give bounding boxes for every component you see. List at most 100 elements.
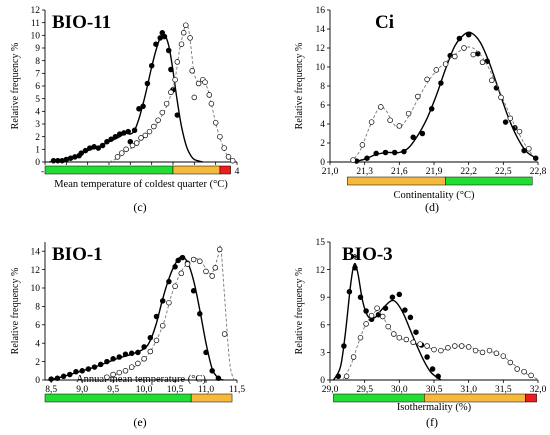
panel-label: (c) <box>133 200 146 214</box>
filled-data-point <box>141 344 147 350</box>
panel-c: 0123456789101112-5-4-3-2-101234Relative … <box>10 6 240 214</box>
filled-data-point <box>78 150 85 156</box>
panel-f: 0 3 6 9 12 15 29,0 29,5 30,0 30,5 31,0 31,5 32,0 Rela… <box>294 238 547 429</box>
open-data-point <box>159 109 166 116</box>
filled-data-point <box>197 311 203 317</box>
panel-title: BIO-1 <box>52 244 103 265</box>
filled-data-point <box>73 368 79 375</box>
x-tick-label: 10,5 <box>167 385 184 395</box>
filled-data-point <box>91 364 98 370</box>
filled-data-point <box>532 155 539 161</box>
filled-data-point <box>99 142 106 149</box>
open-data-point <box>206 92 213 98</box>
open-data-point <box>138 135 144 141</box>
filled-data-point <box>153 41 159 47</box>
x-tick-label: 32,0 <box>530 385 547 395</box>
open-data-point <box>123 146 129 153</box>
y-tick-label: 8 <box>35 303 40 313</box>
open-data-point <box>151 123 157 130</box>
open-data-point <box>189 68 195 74</box>
panel-title: Ci <box>375 12 394 33</box>
open-data-point <box>507 359 514 366</box>
open-data-point <box>208 100 215 107</box>
open-data-point <box>110 371 116 378</box>
panel-e: 0 2 4 6 8 10 12 14 8,5 9,0 9,5 10,0 10,5 11,0 11,5 Rela… <box>10 242 245 429</box>
open-data-point <box>163 100 170 107</box>
filled-data-point <box>335 373 342 380</box>
open-data-point <box>119 150 125 156</box>
y-tick-label: 9 <box>320 293 325 303</box>
filled-data-point <box>110 356 116 362</box>
filled-data-point <box>435 373 441 380</box>
y-tick-label: 7 <box>35 70 40 80</box>
open-data-point <box>216 246 223 253</box>
open-data-point <box>114 154 121 160</box>
y-tick-label: 2 <box>35 133 40 143</box>
y-axis-label: Relative frequency % <box>294 268 305 355</box>
open-data-point <box>493 350 500 357</box>
open-data-point <box>202 79 208 85</box>
open-data-point <box>172 283 178 289</box>
dashed-curve <box>342 310 539 381</box>
y-tick-label: 14 <box>316 25 326 35</box>
open-data-point <box>405 110 412 117</box>
open-data-point <box>359 142 366 148</box>
open-data-point <box>128 364 135 370</box>
filled-data-point <box>401 148 407 155</box>
open-data-point <box>396 334 403 341</box>
open-data-point <box>212 119 219 126</box>
y-tick-label: 14 <box>31 247 41 257</box>
filled-data-point <box>512 125 518 131</box>
x-tick-label: 21,3 <box>356 167 373 177</box>
filled-data-point <box>108 136 114 142</box>
open-data-point <box>368 119 375 125</box>
open-data-point <box>180 30 187 36</box>
y-tick-label: 0 <box>35 158 40 168</box>
filled-data-point <box>391 149 398 156</box>
open-data-point <box>486 347 493 354</box>
open-data-point <box>472 347 479 354</box>
y-tick-label: 4 <box>35 108 40 118</box>
open-data-point <box>133 140 140 146</box>
open-data-point <box>452 53 458 60</box>
filled-data-point <box>389 294 396 300</box>
y-tick-label: 12 <box>31 266 41 276</box>
panel-label: (e) <box>133 415 146 429</box>
filled-data-point <box>95 145 102 151</box>
y-tick-label: 5 <box>35 95 40 105</box>
open-data-point <box>166 299 172 306</box>
open-data-point <box>489 77 495 84</box>
filled-data-point <box>203 349 209 356</box>
open-data-point <box>146 128 153 135</box>
open-data-point <box>141 356 147 362</box>
filled-data-point <box>122 351 129 357</box>
open-data-point <box>178 41 185 47</box>
y-tick-label: 12 <box>31 6 41 16</box>
filled-data-point <box>153 313 160 320</box>
panel-d: 0 2 4 6 8 10 12 14 16 21,0 21,3 21,6 21,9 22,2 22,5 22,… <box>294 6 547 214</box>
filled-data-point <box>215 375 222 381</box>
y-tick-label: 8 <box>35 57 40 67</box>
open-data-point <box>135 360 141 367</box>
open-data-point <box>415 93 421 100</box>
open-data-point <box>479 349 486 356</box>
open-data-point <box>391 331 397 337</box>
open-data-point <box>417 341 423 347</box>
filled-data-point <box>521 147 527 154</box>
open-data-point <box>187 35 193 41</box>
filled-data-point <box>346 288 353 295</box>
filled-data-point <box>125 128 131 135</box>
filled-data-point <box>438 80 444 86</box>
open-data-point <box>350 157 356 163</box>
open-data-point <box>465 344 472 350</box>
filled-data-point <box>67 371 73 378</box>
panel-title: BIO-3 <box>342 244 393 265</box>
solid-curve <box>49 34 204 163</box>
open-data-point <box>438 347 444 354</box>
open-data-point <box>221 145 227 151</box>
open-data-point <box>410 339 416 346</box>
x-tick-label: 11,5 <box>229 385 246 395</box>
open-data-point <box>424 343 430 349</box>
open-data-point <box>147 348 154 355</box>
